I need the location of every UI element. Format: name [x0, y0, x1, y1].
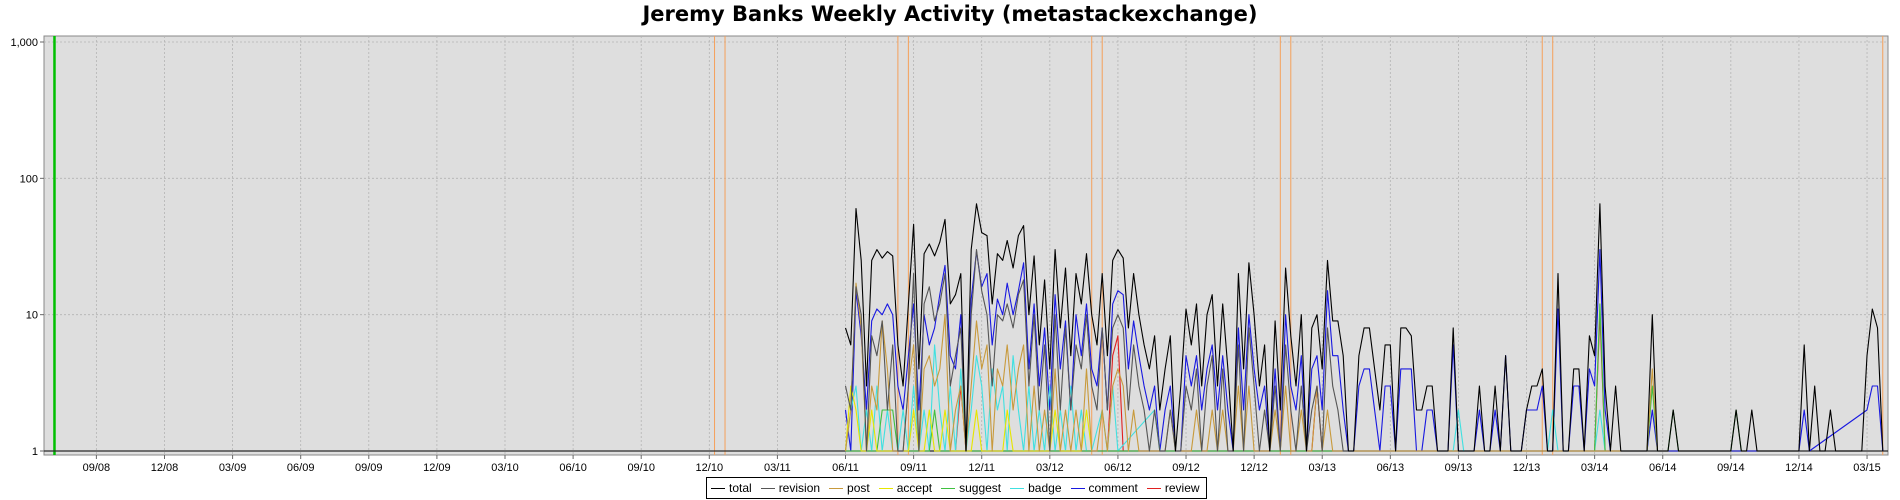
x-tick-label: 12/12	[1240, 462, 1268, 474]
legend-item-total: total	[711, 481, 752, 495]
x-tick-label: 09/10	[627, 462, 655, 474]
x-tick-label: 12/11	[968, 462, 995, 474]
x-tick-label: 09/12	[1172, 462, 1200, 474]
legend-item-badge: badge	[1010, 481, 1062, 495]
legend-swatch	[878, 487, 893, 489]
legend-swatch	[829, 487, 844, 489]
x-tick-label: 09/14	[1717, 462, 1745, 474]
x-tick-label: 06/09	[287, 462, 315, 474]
y-tick-label: 10	[26, 310, 38, 322]
legend-label: post	[847, 481, 870, 495]
series-line-total	[844, 203, 1884, 452]
legend-swatch	[1070, 487, 1085, 489]
x-tick-label: 06/13	[1377, 462, 1405, 474]
plot-area	[43, 35, 1889, 456]
legend: total revision post accept suggest badge comme…	[706, 477, 1207, 499]
legend-item-post: post	[829, 481, 870, 495]
series-line-post	[844, 282, 1659, 452]
x-tick-label: 03/15	[1853, 462, 1881, 474]
legend-label: badge	[1028, 481, 1062, 495]
x-tick-label: 03/10	[491, 462, 519, 474]
series-lines	[44, 203, 1888, 452]
y-tick-label: 1,000	[10, 37, 38, 49]
legend-item-suggest: suggest	[941, 481, 1001, 495]
y-tick-label: 1	[32, 446, 38, 458]
legend-swatch	[711, 487, 725, 489]
x-tick-label: 09/09	[355, 462, 383, 474]
legend-label: revision	[778, 481, 821, 495]
x-tick-label: 03/09	[219, 462, 247, 474]
x-tick-label: 12/13	[1513, 462, 1541, 474]
grid	[44, 36, 1888, 455]
legend-swatch	[1146, 487, 1161, 489]
x-tick-label: 06/10	[559, 462, 587, 474]
x-tick-label: 09/11	[900, 462, 927, 474]
legend-label: accept	[896, 481, 933, 495]
x-tick-label: 06/14	[1649, 462, 1677, 474]
legend-item-accept: accept	[878, 481, 933, 495]
legend-label: suggest	[959, 481, 1002, 495]
x-tick-label: 09/13	[1445, 462, 1473, 474]
legend-swatch	[1010, 487, 1025, 489]
x-tick-label: 03/11	[764, 462, 791, 474]
series-line-revision	[844, 249, 1349, 452]
x-tick-label: 12/09	[423, 462, 451, 474]
legend-label: total	[729, 481, 752, 495]
legend-item-comment: comment	[1070, 481, 1138, 495]
y-tick-label: 100	[20, 173, 38, 185]
x-tick-label: 09/08	[83, 462, 111, 474]
x-tick-label: 03/12	[1036, 462, 1064, 474]
x-axis: 09/08 12/08 03/09 06/09 09/09 12/09 03/10 06/10…	[83, 455, 1881, 474]
legend-swatch	[760, 487, 775, 489]
legend-item-review: review	[1146, 481, 1200, 495]
y-axis: 1 10 100 1,000	[10, 37, 44, 458]
x-tick-label: 06/12	[1104, 462, 1132, 474]
x-tick-label: 12/10	[696, 462, 724, 474]
legend-label: review	[1164, 481, 1200, 495]
x-tick-label: 03/14	[1581, 462, 1609, 474]
x-tick-label: 03/13	[1308, 462, 1336, 474]
x-tick-label: 12/14	[1785, 462, 1813, 474]
chart-title: Jeremy Banks Weekly Activity (metastacke…	[642, 2, 1258, 26]
legend-item-revision: revision	[760, 481, 821, 495]
legend-label: comment	[1088, 481, 1138, 495]
x-tick-label: 06/11	[832, 462, 859, 474]
x-tick-label: 12/08	[151, 462, 179, 474]
legend-swatch	[941, 487, 956, 489]
